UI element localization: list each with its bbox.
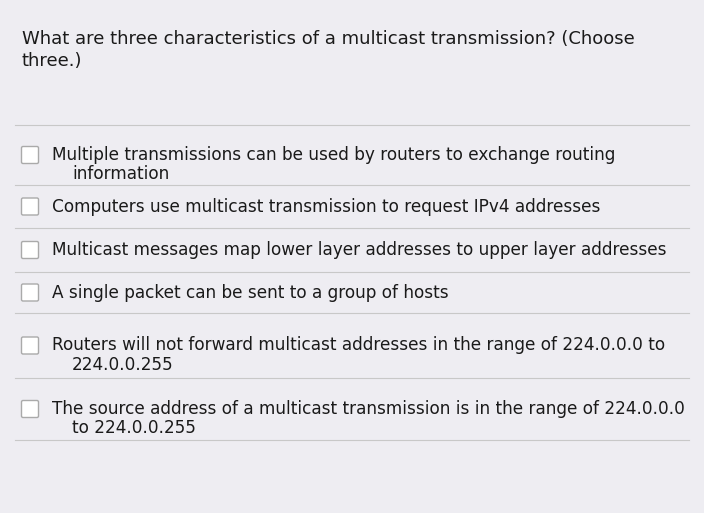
Text: to 224.0.0.255: to 224.0.0.255 bbox=[72, 419, 196, 437]
FancyBboxPatch shape bbox=[22, 337, 39, 354]
Text: Computers use multicast transmission to request IPv4 addresses: Computers use multicast transmission to … bbox=[52, 198, 601, 215]
Text: Multicast messages map lower layer addresses to upper layer addresses: Multicast messages map lower layer addre… bbox=[52, 241, 667, 259]
FancyBboxPatch shape bbox=[22, 242, 39, 259]
Text: Multiple transmissions can be used by routers to exchange routing: Multiple transmissions can be used by ro… bbox=[52, 146, 615, 164]
Text: 224.0.0.255: 224.0.0.255 bbox=[72, 356, 174, 373]
Text: three.): three.) bbox=[22, 52, 82, 70]
Text: The source address of a multicast transmission is in the range of 224.0.0.0: The source address of a multicast transm… bbox=[52, 400, 685, 418]
Text: Routers will not forward multicast addresses in the range of 224.0.0.0 to: Routers will not forward multicast addre… bbox=[52, 337, 665, 354]
Text: information: information bbox=[72, 165, 169, 183]
Text: What are three characteristics of a multicast transmission? (Choose: What are three characteristics of a mult… bbox=[22, 30, 635, 48]
FancyBboxPatch shape bbox=[22, 198, 39, 215]
Text: A single packet can be sent to a group of hosts: A single packet can be sent to a group o… bbox=[52, 284, 448, 302]
FancyBboxPatch shape bbox=[22, 284, 39, 301]
FancyBboxPatch shape bbox=[22, 401, 39, 418]
FancyBboxPatch shape bbox=[22, 147, 39, 164]
